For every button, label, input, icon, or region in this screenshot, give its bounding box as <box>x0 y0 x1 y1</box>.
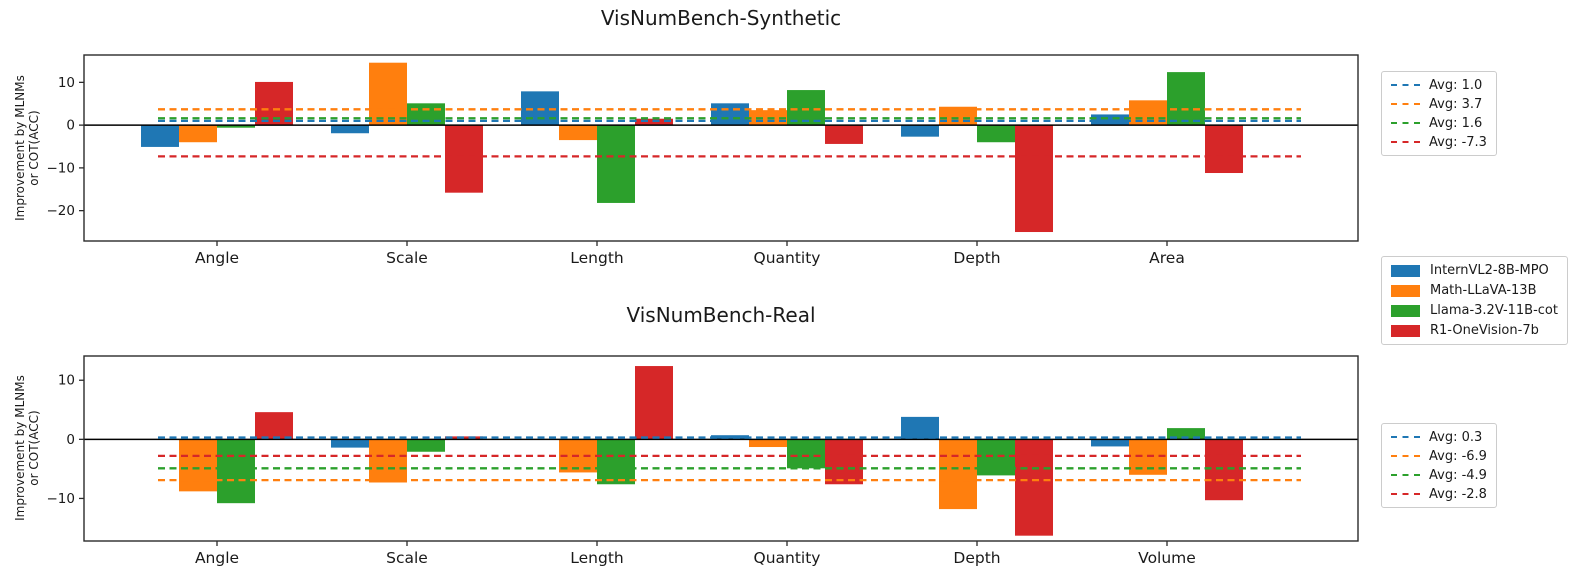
plot-border <box>83 54 1359 242</box>
legend-item: Avg: 3.7 <box>1391 96 1487 112</box>
legend-item: Math-LLaVA-13B <box>1391 282 1558 299</box>
y-tick-label: 0 <box>66 118 75 134</box>
dashed-line-swatch <box>1391 474 1420 476</box>
legend-label: Avg: -7.3 <box>1429 134 1487 150</box>
plot-border <box>83 355 1359 542</box>
x-tick-label: Depth <box>953 549 1000 567</box>
bar-InternVL2-8B-MPO-Volume <box>1091 439 1129 447</box>
legend-item: Avg: -2.8 <box>1391 486 1487 502</box>
dashed-line-swatch <box>1391 141 1420 143</box>
x-tick-label: Length <box>570 549 623 567</box>
legend-label: Avg: -6.9 <box>1429 448 1487 464</box>
bar-Llama-3.2V-11B-cot-Angle <box>217 439 255 504</box>
legend-label: Llama-3.2V-11B-cot <box>1430 303 1558 318</box>
dashed-line-swatch <box>1391 493 1420 495</box>
dashed-line-swatch <box>1391 122 1420 124</box>
legend-label: Avg: -4.9 <box>1429 467 1487 483</box>
bar-R1-OneVision-7b-Area <box>1205 125 1243 174</box>
bar-InternVL2-8B-MPO-Scale <box>331 439 369 448</box>
legend-label: Avg: -2.8 <box>1429 486 1487 502</box>
x-tick-label: Scale <box>386 549 428 567</box>
color-swatch <box>1391 324 1420 337</box>
bar-R1-OneVision-7b-Depth <box>1015 439 1053 536</box>
legend-item: Avg: -4.9 <box>1391 467 1487 483</box>
x-tick-label: Depth <box>953 249 1000 267</box>
y-tick-label: −20 <box>47 203 76 219</box>
bar-R1-OneVision-7b-Angle <box>255 412 293 440</box>
x-tick-label: Area <box>1149 249 1185 267</box>
bar-R1-OneVision-7b-Scale <box>445 125 483 193</box>
legend-item: InternVL2-8B-MPO <box>1391 262 1558 279</box>
bar-R1-OneVision-7b-Volume <box>1205 439 1243 501</box>
legend-label: Math-LLaVA-13B <box>1430 283 1537 298</box>
legend-label: Avg: 1.0 <box>1429 77 1483 93</box>
legend-item: Avg: 0.3 <box>1391 429 1487 445</box>
x-tick-label: Angle <box>195 249 239 267</box>
bar-InternVL2-8B-MPO-Scale <box>331 125 369 134</box>
bar-InternVL2-8B-MPO-Depth <box>901 125 939 137</box>
color-swatch <box>1391 284 1420 297</box>
chart-title-synthetic: VisNumBench-Synthetic <box>600 6 842 30</box>
x-tick-label: Scale <box>386 249 428 267</box>
dashed-line-swatch <box>1391 103 1420 105</box>
bar-Llama-3.2V-11B-cot-Length <box>597 439 635 485</box>
dashed-line-swatch <box>1391 455 1420 457</box>
bar-Math-LLaVA-13B-Length <box>559 125 597 141</box>
y-tick-label: 10 <box>58 373 75 389</box>
dashed-line-swatch <box>1391 84 1420 86</box>
legend-label: InternVL2-8B-MPO <box>1430 263 1549 278</box>
legend-models: InternVL2-8B-MPO Math-LLaVA-13B Llama-3.… <box>1381 256 1568 345</box>
legend-item: Avg: 1.0 <box>1391 77 1487 93</box>
bar-Llama-3.2V-11B-cot-Quantity <box>787 439 825 469</box>
bar-Math-LLaVA-13B-Depth <box>939 439 977 510</box>
bar-Llama-3.2V-11B-cot-Scale <box>407 439 445 452</box>
y-tick-label: −10 <box>47 160 76 176</box>
legend-item: R1-OneVision-7b <box>1391 322 1558 339</box>
bar-Math-LLaVA-13B-Scale <box>369 439 407 483</box>
bar-InternVL2-8B-MPO-Depth <box>901 416 939 440</box>
legend-label: R1-OneVision-7b <box>1430 323 1539 338</box>
legend-item: Avg: -7.3 <box>1391 134 1487 150</box>
bar-R1-OneVision-7b-Quantity <box>825 439 863 485</box>
bar-Math-LLaVA-13B-Angle <box>179 439 217 492</box>
bar-Llama-3.2V-11B-cot-Depth <box>977 125 1015 143</box>
x-tick-label: Angle <box>195 549 239 567</box>
bar-Llama-3.2V-11B-cot-Angle <box>217 125 255 128</box>
bar-Math-LLaVA-13B-Quantity <box>749 439 787 448</box>
legend-item: Avg: 1.6 <box>1391 115 1487 131</box>
bar-Llama-3.2V-11B-cot-Depth <box>977 439 1015 476</box>
x-tick-label: Quantity <box>754 549 821 567</box>
legend-label: Avg: 3.7 <box>1429 96 1483 112</box>
bar-R1-OneVision-7b-Length <box>635 366 673 440</box>
x-tick-label: Quantity <box>754 249 821 267</box>
x-tick-label: Volume <box>1138 549 1196 567</box>
bar-Llama-3.2V-11B-cot-Volume <box>1167 428 1205 440</box>
legend-item: Llama-3.2V-11B-cot <box>1391 302 1558 319</box>
legend-avg-real: Avg: 0.3 Avg: -6.9 Avg: -4.9 Avg: -2.8 <box>1381 423 1497 508</box>
bar-Math-LLaVA-13B-Angle <box>179 125 217 143</box>
chart-title-real: VisNumBench-Real <box>626 303 816 327</box>
bar-Math-LLaVA-13B-Volume <box>1129 439 1167 475</box>
y-tick-label: 10 <box>58 75 75 91</box>
bar-R1-OneVision-7b-Depth <box>1015 125 1053 233</box>
dashed-line-swatch <box>1391 436 1420 438</box>
legend-item: Avg: -6.9 <box>1391 448 1487 464</box>
y-tick-label: −10 <box>47 491 76 507</box>
bar-InternVL2-8B-MPO-Quantity <box>711 435 749 440</box>
legend-label: Avg: 0.3 <box>1429 429 1483 445</box>
bar-Llama-3.2V-11B-cot-Length <box>597 125 635 203</box>
bar-InternVL2-8B-MPO-Area <box>1091 114 1129 126</box>
y-tick-label: 0 <box>66 432 75 448</box>
bar-Math-LLaVA-13B-Scale <box>369 62 407 126</box>
x-tick-label: Length <box>570 249 623 267</box>
legend-label: Avg: 1.6 <box>1429 115 1483 131</box>
bar-R1-OneVision-7b-Quantity <box>825 125 863 144</box>
legend-avg-synthetic: Avg: 1.0 Avg: 3.7 Avg: 1.6 Avg: -7.3 <box>1381 71 1497 156</box>
bar-InternVL2-8B-MPO-Angle <box>141 125 179 147</box>
color-swatch <box>1391 264 1420 277</box>
color-swatch <box>1391 304 1420 317</box>
bar-Llama-3.2V-11B-cot-Area <box>1167 72 1205 126</box>
